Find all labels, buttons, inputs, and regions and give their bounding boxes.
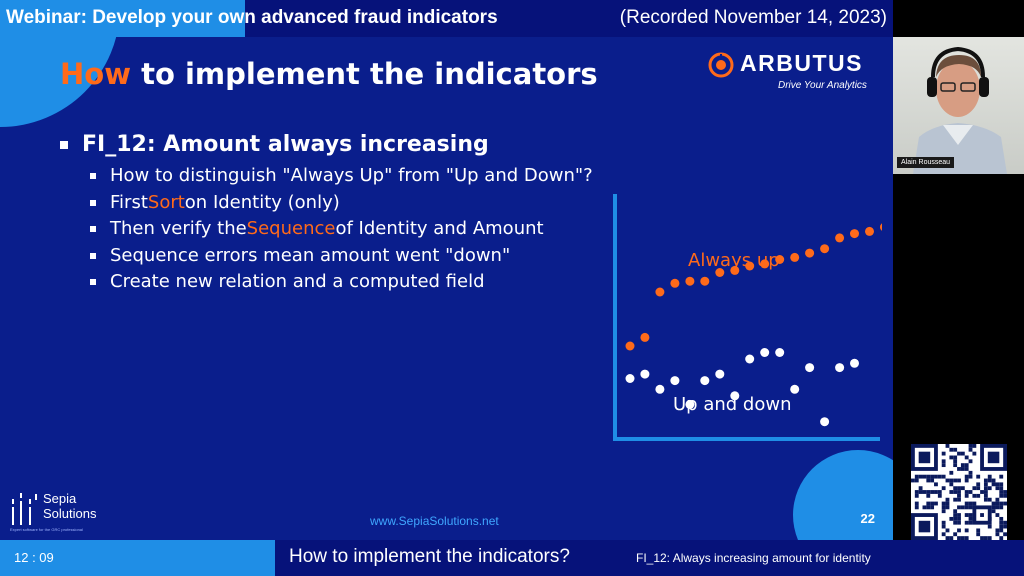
up-and-down-point xyxy=(685,399,695,409)
up-and-down-point xyxy=(820,417,830,427)
up-and-down-point xyxy=(640,369,650,379)
bullet-square-icon xyxy=(60,140,68,149)
sub-bullet: First Sort on Identity (only) xyxy=(90,190,593,217)
footer-bar: 12 : 09 How to implement the indicators?… xyxy=(0,540,1024,576)
up-and-down-point xyxy=(625,374,635,383)
bullet-square-icon xyxy=(90,226,96,233)
bullet-square-icon xyxy=(90,252,96,259)
subsection-title: FI_12: Always increasing amount for iden… xyxy=(636,551,871,565)
bullet-square-icon xyxy=(90,199,96,206)
always-up-point xyxy=(820,244,830,254)
slide: How to implement the indicators ARBUTUS … xyxy=(0,37,893,540)
up-and-down-point xyxy=(760,348,770,357)
sepia-brand: Sepia Solutions Expert software for the … xyxy=(10,489,130,537)
webinar-title: Webinar: Develop your own advanced fraud… xyxy=(6,7,498,28)
up-and-down-point xyxy=(700,376,710,386)
sub-bullet: Sequence errors mean amount went "down" xyxy=(90,243,593,270)
sub-bullet-text: How to distinguish "Always Up" from "Up … xyxy=(110,165,593,186)
qr-code[interactable] xyxy=(911,444,1007,540)
speaker-name: Alain Rousseau xyxy=(897,157,955,168)
timer: 12 : 09 xyxy=(0,540,275,576)
sepia-brand-name: Sepia Solutions xyxy=(43,491,96,521)
sub-bullet-highlight: Sequence xyxy=(246,218,336,239)
always-up-point xyxy=(700,276,710,286)
slide-title-accent: How xyxy=(60,57,131,91)
always-up-point xyxy=(760,259,770,269)
always-up-point xyxy=(805,248,815,258)
sub-bullet-text: Then verify the xyxy=(110,218,247,239)
logo-name: ARBUTUS xyxy=(740,50,863,76)
bullet-square-icon xyxy=(90,279,96,286)
recorded-date: (Recorded November 14, 2023) xyxy=(619,7,887,28)
sub-bullet: How to distinguish "Always Up" from "Up … xyxy=(90,163,593,190)
always-up-point xyxy=(865,226,874,236)
up-and-down-point xyxy=(790,384,800,394)
brand-tagline: Expert software for the GRC professional xyxy=(10,527,83,532)
website-link[interactable]: www.SepiaSolutions.net xyxy=(370,514,499,528)
timer-text: 12 : 09 xyxy=(14,550,54,565)
up-and-down-point xyxy=(775,348,785,357)
sub-bullet-text: of Identity and Amount xyxy=(335,218,544,239)
up-and-down-point xyxy=(805,363,815,373)
up-and-down-point xyxy=(850,358,859,368)
sub-bullet-text: Sequence errors mean amount went "down" xyxy=(110,244,511,266)
speaker-video xyxy=(913,46,1007,174)
arbutus-logo-icon xyxy=(708,52,734,78)
sub-bullet-text: on Identity (only) xyxy=(184,191,340,213)
up-and-down-point xyxy=(745,354,755,364)
bullet-square-icon xyxy=(90,173,96,180)
bullet-list: FI_12: Amount always increasing How to d… xyxy=(60,132,593,296)
bullet-main-text: FI_12: Amount always increasing xyxy=(82,132,489,157)
sub-bullet: Create new relation and a computed field xyxy=(90,269,593,296)
up-and-down-point xyxy=(835,363,845,373)
up-and-down-point xyxy=(715,369,725,379)
webcam-feed: Alain Rousseau xyxy=(893,37,1024,174)
always-up-point xyxy=(850,229,859,239)
always-up-point xyxy=(640,332,650,342)
sub-bullet-text: Create new relation and a computed field xyxy=(110,271,485,292)
bullet-main: FI_12: Amount always increasing xyxy=(60,132,593,157)
always-up-point xyxy=(835,233,845,243)
always-up-point xyxy=(790,252,800,262)
logo-tagline: Drive Your Analytics xyxy=(778,80,867,91)
always-up-point xyxy=(775,255,785,264)
sub-bullet-highlight: Sort xyxy=(147,191,185,213)
always-up-point xyxy=(715,268,725,277)
up-and-down-point xyxy=(730,391,740,401)
always-up-point xyxy=(880,223,882,231)
brand-line2: Solutions xyxy=(43,506,97,521)
sepia-logo-icon xyxy=(12,493,37,525)
slide-title-text: to implement the indicators xyxy=(131,57,598,91)
always-up-point xyxy=(745,261,755,271)
corner-decoration xyxy=(793,450,893,540)
series-label-always-up: Always up xyxy=(688,250,780,271)
sub-bullet-list: How to distinguish "Always Up" from "Up … xyxy=(90,163,593,296)
up-and-down-point xyxy=(655,384,665,394)
always-up-point xyxy=(655,287,665,297)
section-title: How to implement the indicators? xyxy=(289,546,570,567)
brand-line1: Sepia xyxy=(43,491,77,506)
page-number: 22 xyxy=(860,511,875,526)
scatter-chart: Always up Up and down xyxy=(613,194,882,441)
arbutus-logo: ARBUTUS Drive Your Analytics xyxy=(708,50,868,100)
slide-title: How to implement the indicators xyxy=(60,57,598,91)
sub-bullet-text: First xyxy=(110,191,148,213)
series-label-up-and-down: Up and down xyxy=(673,394,791,415)
webinar-header: Webinar: Develop your own advanced fraud… xyxy=(0,0,893,37)
sub-bullet: Then verify the Sequence of Identity and… xyxy=(90,216,593,243)
up-and-down-point xyxy=(670,376,680,386)
always-up-point xyxy=(625,341,635,351)
always-up-point xyxy=(685,276,695,286)
always-up-point xyxy=(730,265,740,275)
always-up-point xyxy=(670,278,680,288)
